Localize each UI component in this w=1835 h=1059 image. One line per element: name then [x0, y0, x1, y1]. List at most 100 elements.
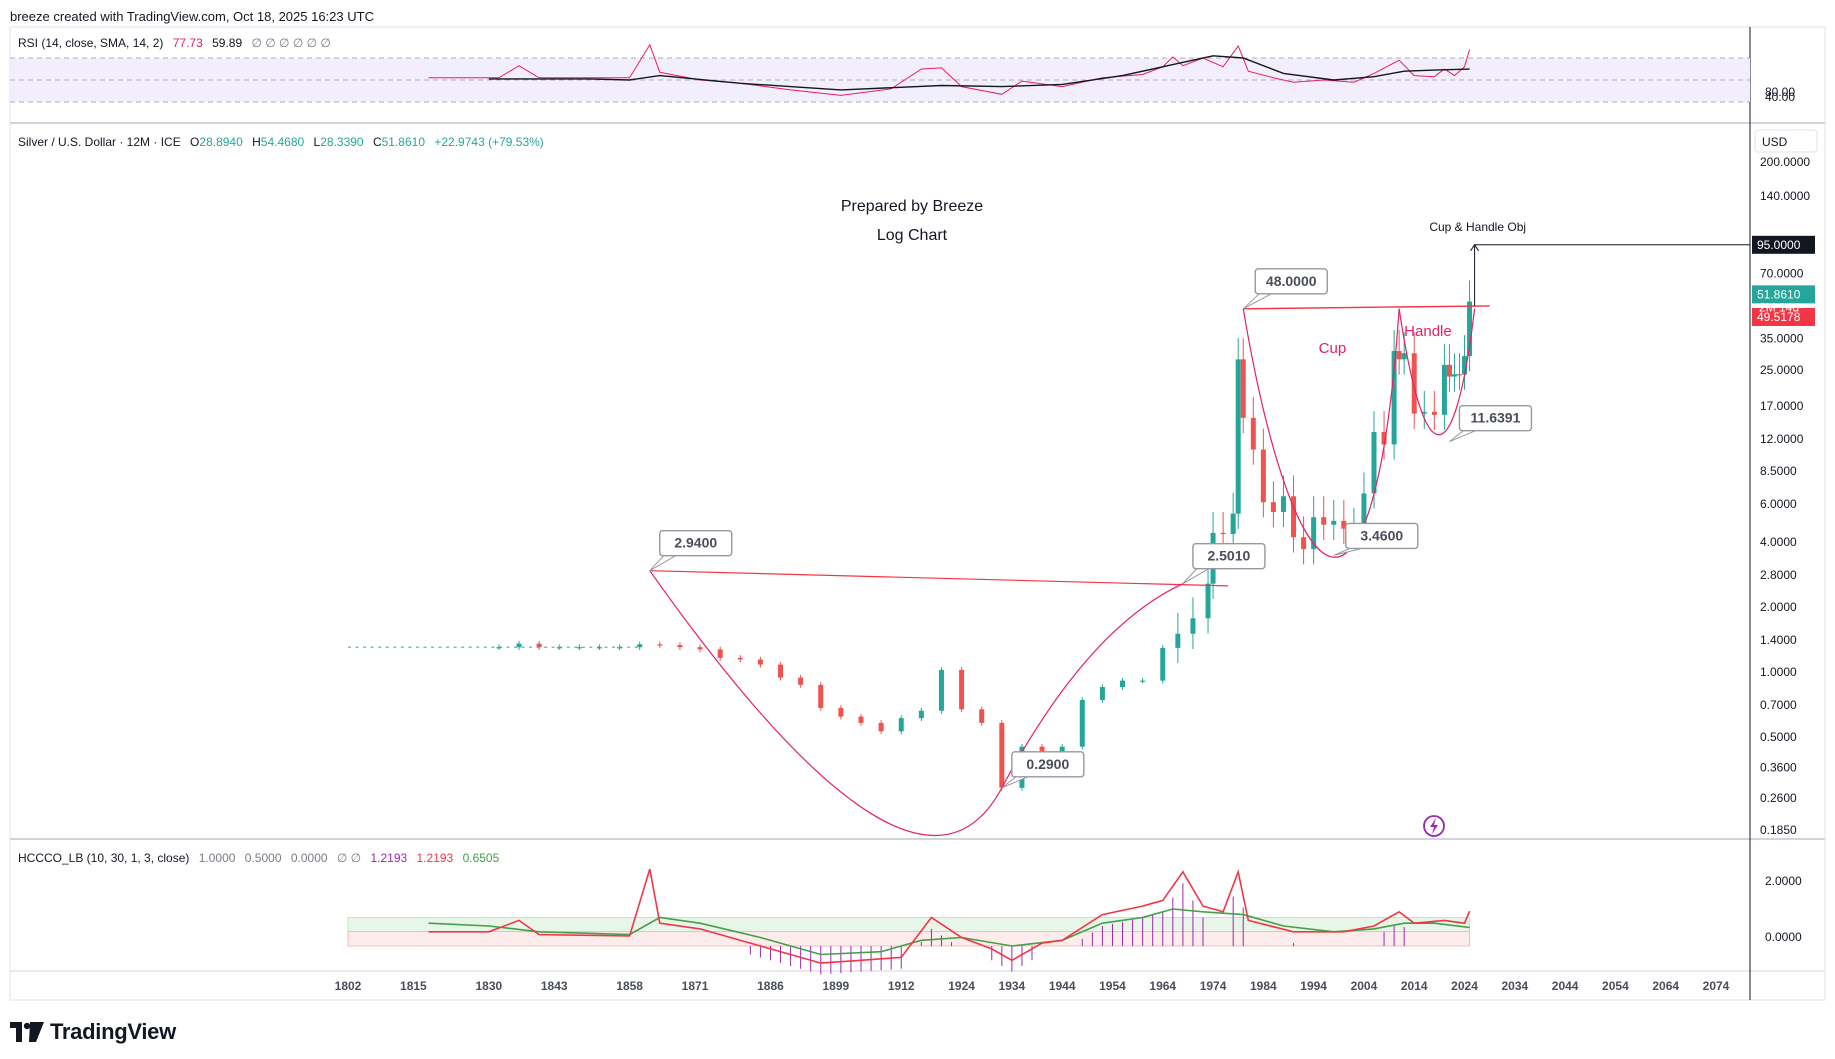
candle-body — [1190, 618, 1196, 634]
callout-box — [1458, 404, 1533, 432]
target-flag-label: 95.0000 — [1757, 238, 1801, 252]
candle-body — [576, 647, 582, 649]
candle-body — [1120, 680, 1126, 688]
rsi-value: 77.73 — [173, 36, 203, 50]
hccco-v5: 1.2193 — [417, 851, 454, 865]
time-tick-label: 2024 — [1451, 979, 1478, 993]
candle-body — [657, 644, 663, 646]
candle-body — [1230, 513, 1236, 534]
candle-body — [1467, 301, 1473, 357]
candle-body — [1321, 517, 1327, 525]
candle-body — [1311, 517, 1317, 550]
candle-body — [918, 710, 924, 719]
price-tick-label: 1.4000 — [1760, 633, 1797, 647]
callout-label: 2.5010 — [1207, 548, 1250, 564]
time-tick-label: 1858 — [616, 979, 643, 993]
candle-body — [938, 669, 944, 711]
price-tick-label: 2.0000 — [1760, 600, 1797, 614]
candle-body — [858, 716, 864, 723]
main-legend[interactable]: Silver / U.S. Dollar · 12M · ICE O28.894… — [18, 135, 983, 244]
candle-body — [999, 722, 1005, 788]
rsi-line — [428, 43, 1471, 96]
lightning-icon[interactable] — [1423, 815, 1445, 837]
candle-body — [1381, 432, 1387, 445]
candle-body — [1270, 502, 1276, 512]
callout-pointer — [1333, 547, 1362, 556]
candle-body — [1421, 411, 1427, 414]
handle-label: Handle — [1404, 323, 1452, 340]
price-tick-label: 12.0000 — [1760, 432, 1804, 446]
hccco-v1: 1.0000 — [199, 851, 236, 865]
rsi-pane[interactable]: RSI (14, close, SMA, 14, 2) 77.73 59.89 … — [18, 36, 331, 50]
svg-text:Silver / U.S. Dollar · 12M · I: Silver / U.S. Dollar · 12M · ICE O28.894… — [18, 135, 544, 149]
callout-box — [1345, 522, 1419, 550]
candle-body — [1291, 496, 1297, 538]
high-value: 54.4680 — [261, 135, 305, 149]
close-label: C — [373, 135, 382, 149]
candle-body — [1396, 351, 1402, 360]
candle-body — [617, 647, 623, 649]
change-value: +22.9743 (+79.53%) — [434, 135, 543, 149]
callout-label: 11.6391 — [1471, 410, 1521, 426]
handle-curve — [1398, 308, 1476, 436]
time-tick-label: 1830 — [475, 979, 502, 993]
price-tick-label: 6.0000 — [1760, 497, 1797, 511]
price-tick-label: 4.0000 — [1760, 535, 1797, 549]
price-tick-label: 0.2600 — [1760, 791, 1797, 805]
candle-body — [1205, 583, 1211, 619]
hccco-v4: 1.2193 — [370, 851, 407, 865]
time-tick-label: 1912 — [888, 979, 915, 993]
time-tick-label: 1871 — [682, 979, 709, 993]
candle-body — [496, 647, 502, 649]
red-flag-bg — [1752, 307, 1815, 326]
candle-body — [1235, 359, 1241, 514]
cup-curve — [1242, 308, 1400, 558]
chart-credit: breeze created with TradingView.com, Oct… — [10, 9, 374, 24]
brand-logo[interactable]: TradingView — [10, 1019, 176, 1044]
time-tick-label: 2074 — [1703, 979, 1730, 993]
price-tick-label: 17.0000 — [1760, 399, 1804, 413]
hccco-legend[interactable]: HCCCO_LB (10, 30, 1, 3, close) 1.0000 0.… — [18, 851, 500, 865]
time-tick-label: 1974 — [1200, 979, 1227, 993]
price-plot — [348, 280, 1473, 791]
callout-box — [659, 529, 733, 557]
hccco-v3: 0.0000 — [291, 851, 328, 865]
callout-box — [1011, 751, 1085, 778]
candle-body — [838, 707, 844, 717]
svg-text:RSI (14, close, SMA, 14, 2): RSI (14, close, SMA, 14, 2) 77.73 59.89 … — [18, 36, 331, 50]
note-prepared-by: Prepared by Breeze — [841, 198, 983, 215]
candle-body — [1175, 633, 1181, 648]
time-tick-label: 2054 — [1602, 979, 1629, 993]
target-flag-bg — [1752, 235, 1815, 254]
symbol-label: Silver / U.S. Dollar · 12M · ICE — [18, 135, 181, 149]
candle-body — [697, 647, 703, 650]
candle-body — [1391, 351, 1397, 445]
price-tick-label: 0.3600 — [1760, 761, 1797, 775]
candle-body — [757, 659, 763, 665]
price-flag-label: 51.8610 — [1757, 287, 1801, 301]
price-tick-label: 8.5000 — [1760, 464, 1797, 478]
candle-body — [596, 647, 602, 649]
candle-body — [1301, 537, 1307, 550]
candle-body — [637, 644, 643, 648]
candle-body — [1079, 700, 1085, 747]
open-label: O — [190, 135, 199, 149]
candle-body — [1446, 364, 1452, 377]
axes: 200.0000 140.0000 70.0000 35.0000 25.0000 17.… — [335, 155, 1815, 993]
candle-body — [737, 657, 743, 660]
rsi-sma-line — [488, 55, 1470, 91]
candle-body — [1140, 680, 1146, 682]
candle-body — [1250, 417, 1256, 450]
pattern-annotations[interactable]: Cup & Handle Obj Cup Handle 48.0000 2.9400 2.… — [649, 220, 1750, 837]
callout-label: 3.4600 — [1360, 527, 1403, 543]
hccco-v6: 0.6505 — [463, 851, 500, 865]
candle-body — [1451, 374, 1457, 377]
candle-body — [878, 722, 884, 732]
time-tick-label: 1886 — [757, 979, 784, 993]
currency-badge[interactable]: USD — [1754, 129, 1818, 153]
candle-body — [1411, 353, 1417, 414]
time-tick-label: 1944 — [1049, 979, 1076, 993]
red-flag-label: 49.5178 — [1757, 310, 1801, 324]
open-value: 28.8940 — [199, 135, 243, 149]
